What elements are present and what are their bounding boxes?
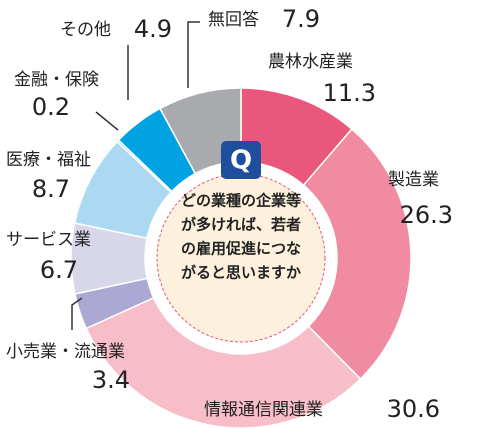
value-label: 8.7 bbox=[32, 175, 70, 203]
slice bbox=[302, 128, 412, 381]
center-text: の雇用促進につな bbox=[181, 240, 301, 258]
badge-box bbox=[221, 141, 261, 179]
leader-lines bbox=[71, 21, 200, 330]
center-text: どの業種の企業等 bbox=[181, 192, 301, 210]
leader-line bbox=[71, 297, 83, 330]
value-label: 7.9 bbox=[282, 5, 320, 33]
category-label: 情報通信関連業 bbox=[204, 400, 323, 420]
slice bbox=[159, 87, 242, 175]
category-label: その他 bbox=[60, 20, 111, 40]
category-label: 製造業 bbox=[388, 170, 439, 190]
category-label: 無回答 bbox=[208, 10, 259, 30]
category-label: 金融・保険 bbox=[14, 70, 99, 90]
value-label: 26.3 bbox=[400, 201, 453, 229]
category-label: 小売業・流通業 bbox=[6, 342, 125, 362]
category-label: サービス業 bbox=[6, 230, 91, 250]
value-label: 11.3 bbox=[323, 79, 376, 107]
center-text: が多ければ、若者 bbox=[181, 216, 301, 234]
slices bbox=[70, 87, 412, 428]
slice bbox=[85, 296, 362, 428]
value-label: 3.4 bbox=[92, 366, 130, 394]
value-label: 6.7 bbox=[40, 256, 78, 284]
badge: Q bbox=[230, 146, 252, 176]
center-text: がると思いますか bbox=[181, 264, 301, 282]
value-label: 0.2 bbox=[32, 93, 70, 121]
leader-line bbox=[95, 111, 119, 131]
category-label: 医療・福祉 bbox=[6, 150, 91, 170]
value-label: 4.9 bbox=[134, 15, 172, 43]
category-label: 農林水産業 bbox=[268, 52, 353, 72]
value-label: 30.6 bbox=[387, 395, 440, 423]
leader-line bbox=[187, 21, 200, 88]
